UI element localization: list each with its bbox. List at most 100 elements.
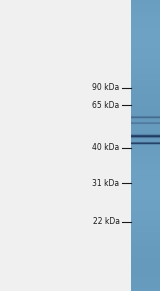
Bar <box>131 68 160 69</box>
Bar <box>131 37 160 38</box>
Bar <box>131 133 160 134</box>
Bar <box>131 225 160 226</box>
Bar <box>131 71 160 72</box>
Bar <box>131 104 160 105</box>
Bar <box>131 250 160 252</box>
Bar <box>131 220 160 222</box>
Bar <box>131 212 160 214</box>
Bar <box>131 45 160 46</box>
Bar <box>131 25 160 27</box>
Bar <box>131 106 160 107</box>
Bar <box>131 218 160 220</box>
Bar <box>131 210 160 212</box>
Bar <box>131 288 160 290</box>
Bar <box>131 105 160 106</box>
Bar <box>131 42 160 43</box>
Bar <box>131 90 160 92</box>
Bar <box>131 132 160 133</box>
Bar <box>131 31 160 33</box>
Bar <box>131 207 160 209</box>
Bar <box>131 86 160 88</box>
Bar <box>131 149 160 151</box>
Bar <box>131 111 160 113</box>
Bar <box>131 214 160 216</box>
Bar <box>131 111 160 112</box>
Bar <box>131 199 160 200</box>
Bar <box>131 172 160 173</box>
Bar <box>131 98 160 100</box>
Bar <box>131 154 160 156</box>
Bar <box>131 203 160 204</box>
Bar <box>131 35 160 36</box>
Bar <box>131 262 160 263</box>
Bar <box>131 226 160 228</box>
Text: 31 kDa: 31 kDa <box>92 178 120 187</box>
Bar <box>131 49 160 51</box>
Bar <box>131 210 160 211</box>
Bar <box>131 277 160 279</box>
Bar <box>131 142 160 143</box>
Bar <box>131 201 160 202</box>
Bar <box>131 230 160 231</box>
Bar <box>131 75 160 76</box>
Bar <box>131 268 160 269</box>
Bar <box>131 87 160 89</box>
Bar <box>131 124 160 126</box>
Bar <box>131 69 160 70</box>
Bar <box>131 242 160 244</box>
Bar <box>131 170 160 171</box>
Bar <box>131 134 160 135</box>
Bar <box>131 148 160 149</box>
Bar <box>131 140 160 141</box>
Bar <box>131 127 160 129</box>
Bar <box>131 206 160 207</box>
Bar <box>131 118 160 120</box>
Bar <box>131 123 160 125</box>
Bar <box>131 248 160 250</box>
Bar <box>131 279 160 281</box>
Bar <box>131 132 160 133</box>
Bar <box>131 283 160 285</box>
Bar <box>131 89 160 91</box>
Bar <box>131 205 160 206</box>
Bar <box>131 47 160 49</box>
Bar <box>131 139 160 140</box>
Bar <box>131 227 160 228</box>
Bar <box>131 54 160 56</box>
Bar <box>131 169 160 170</box>
Bar <box>131 96 160 97</box>
Bar <box>131 52 160 53</box>
Bar <box>131 107 160 108</box>
Bar <box>131 266 160 267</box>
Bar <box>131 212 160 213</box>
Bar <box>131 263 160 264</box>
Bar <box>131 32 160 33</box>
Bar <box>131 77 160 78</box>
Bar <box>131 285 160 287</box>
Bar <box>131 65 160 66</box>
Bar <box>131 4 160 5</box>
Bar <box>131 84 160 85</box>
Bar <box>131 242 160 243</box>
Bar <box>131 58 160 60</box>
Bar <box>131 229 160 230</box>
Bar <box>131 163 160 164</box>
Bar <box>131 72 160 73</box>
Bar <box>131 224 160 226</box>
Bar <box>131 27 160 29</box>
Bar <box>131 43 160 44</box>
Bar <box>131 195 160 196</box>
Bar <box>131 121 160 123</box>
Bar <box>131 247 160 249</box>
Bar <box>131 273 160 274</box>
Bar <box>131 269 160 270</box>
Bar <box>131 3 160 4</box>
Bar <box>131 178 160 180</box>
Bar <box>131 255 160 257</box>
Bar <box>131 30 160 31</box>
Bar <box>131 88 160 90</box>
Bar <box>131 78 160 79</box>
Bar <box>131 116 160 118</box>
Bar <box>131 200 160 201</box>
Bar <box>131 20 160 22</box>
